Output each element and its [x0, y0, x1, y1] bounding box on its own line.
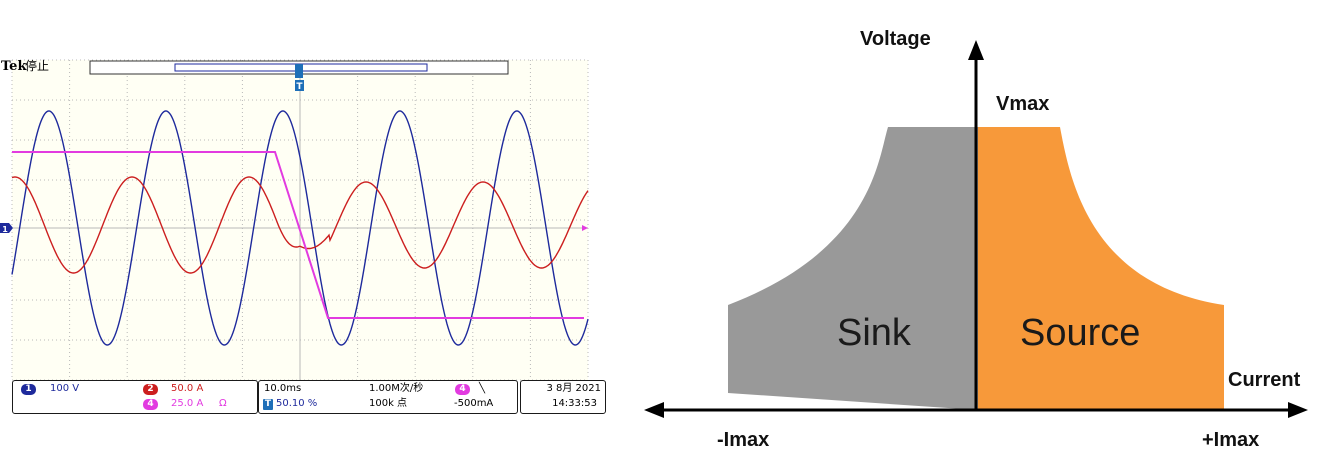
trigger-level-marker [582, 225, 588, 231]
vmax-label: Vmax [996, 93, 1049, 115]
ch4-resistance-trace [12, 151, 584, 319]
oscilloscope-screenshot: T 1 Tek 停止 1 100 V 2 50.0 A 4 25.0 A Ω 1… [0, 0, 620, 451]
timebase: 10.0ms [264, 383, 302, 394]
ch4-badge: 4 [143, 399, 158, 410]
timebase-status-box: 10.0ms T 50.10 % 1.00M次/秒 100k 点 4 ╲ -50… [258, 380, 518, 414]
ch1-scale: 100 V [50, 383, 80, 394]
scope-display: T 1 [0, 59, 589, 381]
ch2-scale: 50.0 A [171, 383, 204, 394]
date: 3 8月 2021 [546, 383, 601, 394]
voltage-axis-arrow [968, 40, 984, 60]
operating-region-chart: Voltage Vmax Current -Imax +Imax Sink So… [644, 28, 1308, 451]
trigger-level: -500mA [454, 398, 494, 409]
brand-logo: Tek [1, 59, 27, 74]
ch1-badge: 1 [21, 384, 36, 395]
trigger-source-badge: 4 [455, 384, 470, 395]
neg-imax-label: -Imax [717, 429, 769, 451]
pos-imax-label: +Imax [1202, 429, 1259, 451]
source-label: Source [1020, 312, 1140, 354]
trigger-marker [295, 80, 304, 91]
current-axis-right-arrow [1288, 402, 1308, 418]
ch4-unit: Ω [219, 398, 227, 409]
datetime-status-box: 3 8月 2021 14:33:53 [520, 380, 606, 414]
ch1-voltage-trace [11, 110, 589, 346]
sink-region [728, 127, 978, 410]
channel-status-box: 1 100 V 2 50.0 A 4 25.0 A Ω [12, 380, 258, 414]
ch2-current-trace [11, 176, 589, 274]
sink-label: Sink [837, 312, 912, 354]
ch4-scale: 25.0 A [171, 398, 204, 409]
record-length: 100k 点 [369, 398, 408, 409]
trigger-pos-icon: T [263, 399, 273, 410]
time: 14:33:53 [552, 398, 597, 409]
ch1-ground-marker [0, 223, 13, 233]
source-region [978, 127, 1224, 410]
ch2-badge: 2 [143, 384, 158, 395]
sample-rate: 1.00M次/秒 [369, 383, 424, 394]
ch1-ground-text: 1 [2, 225, 8, 234]
voltage-label: Voltage [860, 28, 931, 50]
trigger-pos-marker [295, 64, 303, 78]
acquisition-state: 停止 [25, 59, 50, 73]
trigger-position: 50.10 % [276, 398, 318, 409]
sink-source-diagram: Voltage Vmax Current -Imax +Imax Sink So… [620, 0, 1319, 451]
trigger-marker-text: T [296, 82, 303, 92]
current-label: Current [1228, 369, 1301, 391]
current-axis-left-arrow [644, 402, 664, 418]
trigger-slope-icon: ╲ [479, 383, 486, 394]
scope-grid [11, 59, 589, 381]
